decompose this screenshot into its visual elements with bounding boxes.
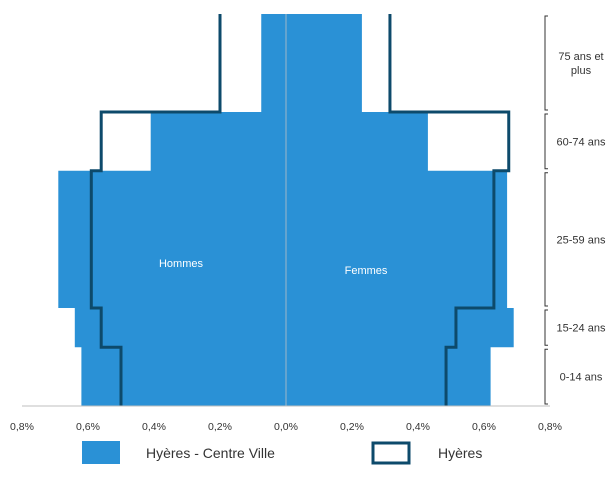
age-group-label: 60-74 ans: [557, 136, 606, 148]
age-group-bracket: [544, 172, 548, 307]
x-tick-label: 0,8%: [538, 421, 562, 433]
x-tick-label: 0,8%: [10, 421, 34, 433]
age-group-label: 75 ans et plus: [558, 51, 603, 77]
legend-swatch-centre-ville: [82, 441, 120, 464]
x-tick-label: 0,6%: [472, 421, 496, 433]
age-group-bracket: [544, 113, 548, 170]
age-group-label: 25-59 ans: [557, 234, 606, 246]
label-femmes: Femmes: [345, 265, 388, 277]
series-outline-hyeres-women: [388, 14, 511, 406]
legend-swatch-hyeres: [371, 441, 411, 465]
x-tick-label: 0,4%: [406, 421, 430, 433]
age-group-bracket: [544, 348, 548, 405]
x-tick-label: 0,0%: [274, 421, 298, 433]
age-group-label: 0-14 ans: [560, 372, 603, 384]
x-tick-label: 0,2%: [208, 421, 232, 433]
label-hommes: Hommes: [159, 258, 204, 270]
age-group-bracket: [544, 15, 548, 111]
legend-label-centre-ville: Hyères - Centre Ville: [146, 445, 275, 461]
age-group-bracket: [544, 309, 548, 346]
x-tick-label: 0,4%: [142, 421, 166, 433]
x-tick-label: 0,6%: [76, 421, 100, 433]
series-outline-hyeres-men: [89, 14, 222, 406]
age-group-label: 15-24 ans: [557, 323, 606, 335]
x-tick-label: 0,2%: [340, 421, 364, 433]
legend-label-hyeres: Hyères: [438, 445, 482, 461]
